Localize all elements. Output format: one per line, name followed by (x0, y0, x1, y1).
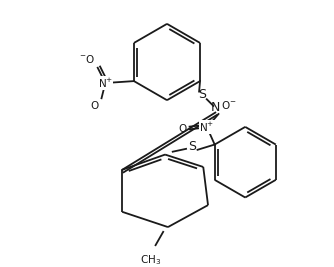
Text: S: S (188, 140, 196, 154)
Text: $^{-}$O: $^{-}$O (79, 53, 95, 65)
Text: N$^{+}$: N$^{+}$ (199, 121, 215, 134)
Text: O: O (91, 101, 99, 111)
Text: O$^{-}$: O$^{-}$ (221, 99, 237, 111)
Text: N: N (211, 101, 220, 114)
Text: S: S (198, 88, 206, 101)
Text: CH$_{3}$: CH$_{3}$ (140, 253, 161, 267)
Text: N$^{+}$: N$^{+}$ (98, 76, 113, 89)
Text: O: O (179, 124, 187, 134)
